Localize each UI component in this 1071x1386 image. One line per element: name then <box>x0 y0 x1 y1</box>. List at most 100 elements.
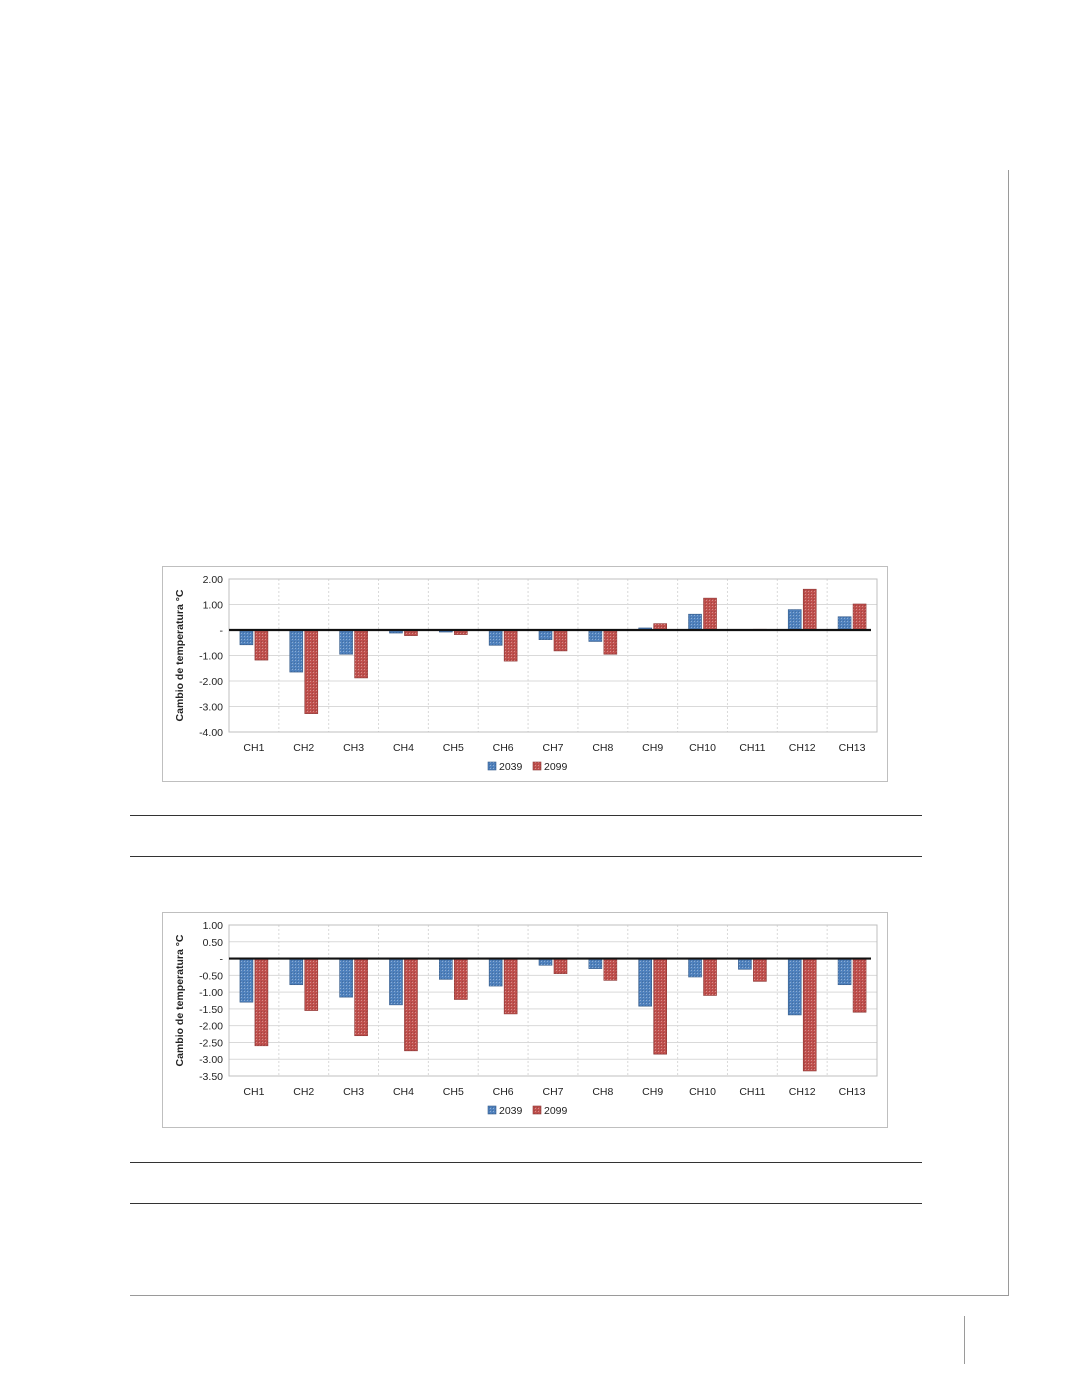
y-tick-label: -0.50 <box>199 970 223 982</box>
chart-2: 1.00 0.50 - -0.50 -1.00 -1.50 -2.00 -2.50 -3.00 -… <box>162 912 888 1128</box>
x-tick-label: CH6 <box>493 1086 514 1098</box>
bar-2099-CH13 <box>852 603 867 631</box>
legend-swatch-2039 <box>487 761 497 771</box>
bar-2039-CH2 <box>289 629 304 673</box>
bar-2039-CH12 <box>787 609 802 631</box>
x-tick-label: CH12 <box>789 1086 816 1098</box>
bar-2099-CH12 <box>802 958 817 1072</box>
legend-swatch-2099 <box>532 761 542 771</box>
y-tick-label: -3.00 <box>199 702 223 714</box>
bar-2099-CH1 <box>254 958 269 1047</box>
bar-2099-CH5 <box>454 958 468 1000</box>
bar-2099-CH7 <box>553 958 568 974</box>
y-tick-label: -1.00 <box>199 651 223 663</box>
bar-2099-CH9 <box>653 958 667 1055</box>
bar-2039-CH6 <box>488 958 503 987</box>
y-tick-label: -2.00 <box>199 1021 223 1033</box>
y-tick-label: -3.50 <box>199 1071 223 1083</box>
bar-2039-CH9 <box>638 958 652 1007</box>
y-tick-label: -1.50 <box>199 1004 223 1016</box>
y-tick-label: -2.50 <box>199 1037 223 1049</box>
bar-2099-CH12 <box>802 588 817 631</box>
y-tick-label: -2.00 <box>199 676 223 688</box>
bar-2039-CH6 <box>488 629 503 646</box>
y-axis-label: Cambio de temperatura °C <box>174 934 186 1066</box>
legend-label-2039: 2039 <box>499 1105 523 1117</box>
bar-2039-CH13 <box>837 616 852 631</box>
x-tick-label: CH3 <box>343 1086 364 1098</box>
legend-label-2099: 2099 <box>544 1105 568 1117</box>
plot-area <box>228 924 878 1077</box>
x-tick-label: CH8 <box>592 1086 613 1098</box>
x-tick-label: CH8 <box>592 742 613 754</box>
bar-2099-CH7 <box>553 629 568 652</box>
bar-2039-CH4 <box>389 958 403 1006</box>
x-tick-label: CH9 <box>642 742 663 754</box>
bar-2099-CH13 <box>852 958 867 1013</box>
legend-label-2099: 2099 <box>544 761 568 773</box>
y-tick-label: -1.00 <box>199 987 223 999</box>
bar-2039-CH10 <box>688 613 702 631</box>
bar-2099-CH2 <box>304 958 319 1011</box>
divider-rule-1 <box>130 815 922 816</box>
x-tick-label: CH2 <box>293 742 314 754</box>
x-tick-label: CH5 <box>443 1086 464 1098</box>
chart-2-svg: 1.00 0.50 - -0.50 -1.00 -1.50 -2.00 -2.50 -3.00 -… <box>174 920 878 1117</box>
x-tick-label: CH5 <box>443 742 464 754</box>
page-frame-bottom <box>130 1295 1009 1296</box>
bar-2099-CH8 <box>603 958 618 981</box>
x-tick-label: CH13 <box>839 742 866 754</box>
bar-2099-CH3 <box>354 958 368 1037</box>
bar-2039-CH8 <box>588 958 603 969</box>
x-tick-label: CH10 <box>689 742 716 754</box>
x-tick-label: CH12 <box>789 742 816 754</box>
x-tick-label: CH7 <box>542 1086 563 1098</box>
x-tick-label: CH3 <box>343 742 364 754</box>
bar-2099-CH2 <box>304 629 319 714</box>
page-frame-right <box>1008 170 1009 1296</box>
y-axis-label: Cambio de temperatura °C <box>174 589 186 721</box>
bar-2039-CH8 <box>588 629 603 642</box>
x-tick-label: CH13 <box>839 1086 866 1098</box>
bar-2039-CH1 <box>239 958 254 1003</box>
bar-2039-CH1 <box>239 629 254 646</box>
bar-2099-CH1 <box>254 629 269 661</box>
bar-2099-CH4 <box>404 958 418 1052</box>
bar-2099-CH3 <box>354 629 368 679</box>
bar-2099-CH10 <box>703 958 717 996</box>
bar-2099-CH10 <box>703 597 717 631</box>
bar-2099-CH8 <box>603 629 618 655</box>
bar-2099-CH11 <box>753 958 767 982</box>
bar-2039-CH5 <box>439 958 453 980</box>
y-tick-label: 0.50 <box>203 937 224 949</box>
divider-rule-2 <box>130 856 922 857</box>
x-tick-label: CH4 <box>393 742 414 754</box>
y-tick-label: 1.00 <box>203 920 224 932</box>
y-tick-label: 1.00 <box>203 600 224 612</box>
x-tick-label: CH2 <box>293 1086 314 1098</box>
legend-swatch-2039 <box>487 1105 497 1115</box>
bar-2039-CH12 <box>787 958 802 1016</box>
x-tick-label: CH11 <box>739 742 765 754</box>
bar-2039-CH3 <box>339 958 353 998</box>
page-corner-tick <box>964 1316 965 1364</box>
plot-area <box>228 578 878 733</box>
x-tick-label: CH4 <box>393 1086 414 1098</box>
x-tick-label: CH6 <box>493 742 514 754</box>
legend-label-2039: 2039 <box>499 761 523 773</box>
y-tick-label: 2.00 <box>203 574 224 586</box>
bar-2099-CH6 <box>503 958 518 1015</box>
x-tick-label: CH10 <box>689 1086 716 1098</box>
x-tick-label: CH9 <box>642 1086 663 1098</box>
bar-2039-CH2 <box>289 958 304 986</box>
bar-2039-CH3 <box>339 629 353 655</box>
y-tick-label: -3.00 <box>199 1054 223 1066</box>
bar-2039-CH11 <box>738 958 752 970</box>
divider-rule-3 <box>130 1162 922 1163</box>
bar-2039-CH10 <box>688 958 702 978</box>
divider-rule-4 <box>130 1203 922 1204</box>
y-tick-label: - <box>220 625 224 637</box>
bar-2039-CH7 <box>538 629 553 640</box>
bar-2099-CH6 <box>503 629 518 662</box>
y-tick-label: -4.00 <box>199 727 223 739</box>
